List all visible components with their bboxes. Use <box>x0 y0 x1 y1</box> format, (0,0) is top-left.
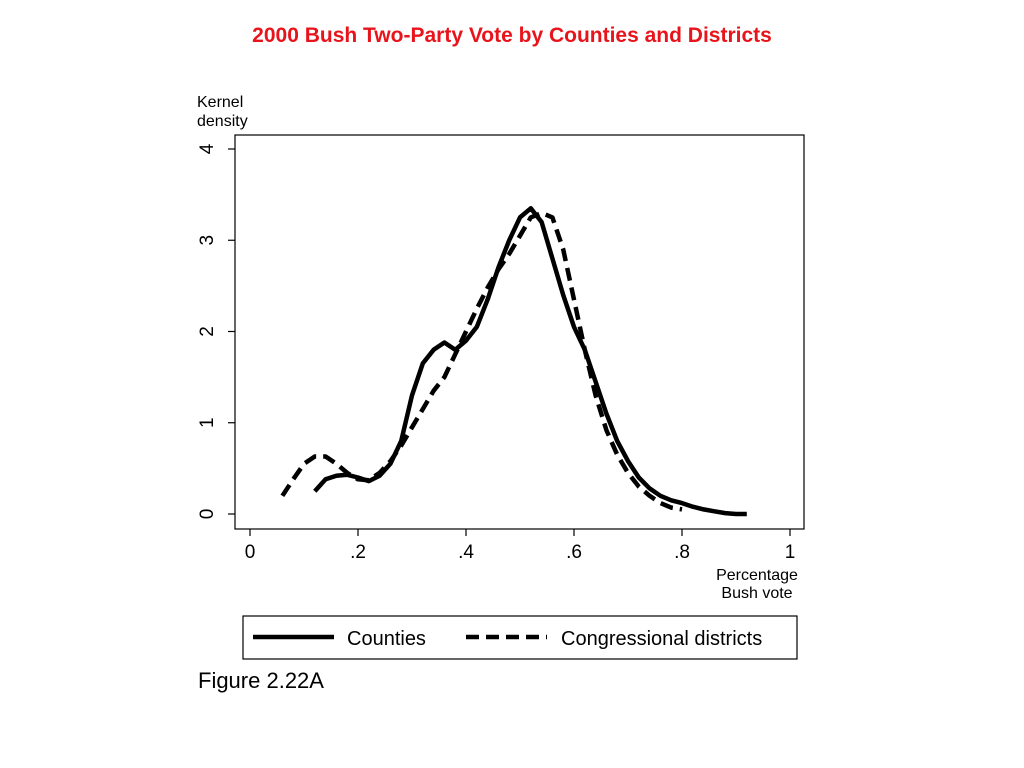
figure-caption: Figure 2.22A <box>198 668 324 693</box>
series-line-congressional-districts <box>280 210 683 512</box>
legend: Counties Congressional districts <box>242 615 798 660</box>
x-tick-label: .2 <box>350 542 366 563</box>
y-tick-label: 2 <box>197 326 218 337</box>
y-tick-label: 4 <box>197 143 218 154</box>
legend-label: Congressional districts <box>561 628 762 650</box>
y-axis-label-line: Kernel <box>197 94 243 111</box>
y-tick-label: 0 <box>197 509 218 520</box>
legend-label: Counties <box>347 628 426 650</box>
x-tick-label: 1 <box>785 542 796 563</box>
x-axis-label-line: Percentage <box>716 567 798 584</box>
x-tick-label: .6 <box>566 542 582 563</box>
x-tick-label: 0 <box>245 542 256 563</box>
x-axis-label-line: Bush vote <box>721 585 792 602</box>
y-tick-label: 1 <box>197 417 218 428</box>
y-axis-label-line: density <box>197 113 248 130</box>
x-axis: 0 .2 .4 .6 .8 1 <box>245 529 796 563</box>
plot-frame <box>234 134 805 530</box>
series-layer <box>280 206 747 517</box>
y-axis-label: Kernel density <box>197 94 248 130</box>
legend-box <box>242 615 798 660</box>
slide-title: 2000 Bush Two-Party Vote by Counties and… <box>252 24 772 47</box>
series-line-counties <box>313 206 747 517</box>
x-tick-label: .4 <box>458 542 474 563</box>
y-tick-label: 3 <box>197 235 218 246</box>
x-tick-label: .8 <box>674 542 690 563</box>
y-axis: 0 1 2 3 4 <box>197 143 235 519</box>
